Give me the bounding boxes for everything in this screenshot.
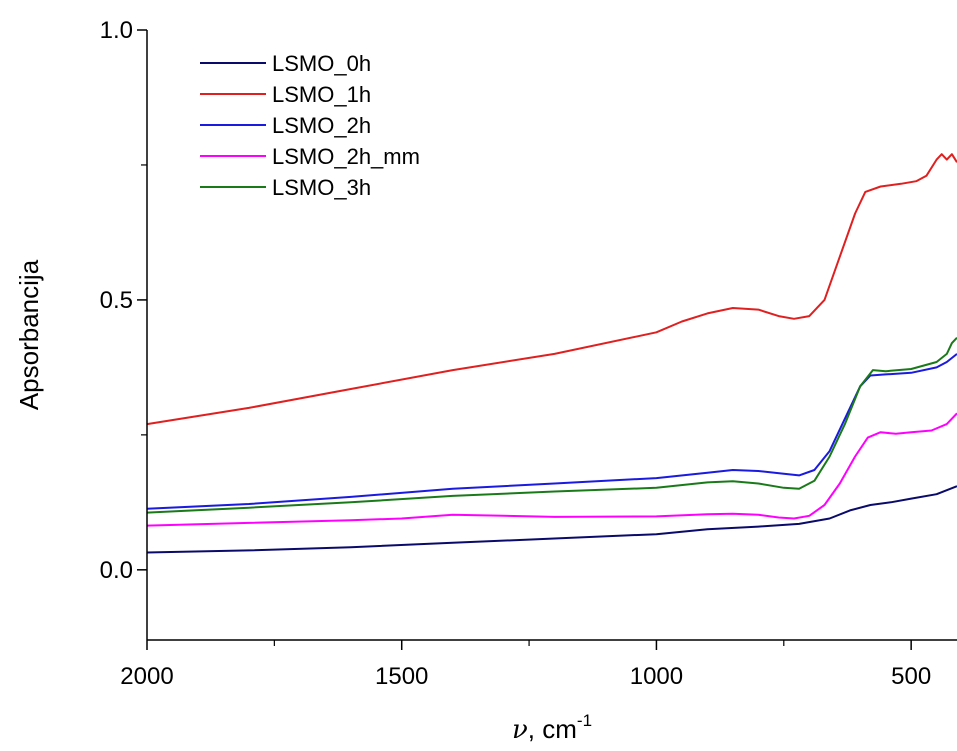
y-tick-label: 0.0 <box>100 557 133 584</box>
legend-label: LSMO_2h <box>272 113 371 138</box>
series-line-1 <box>146 153 957 426</box>
legend: LSMO_0h LSMO_1h LSMO_2h LSMO_2h_mm LSMO_3h <box>200 51 420 200</box>
axes <box>146 30 957 641</box>
x-axis-unit: cm <box>542 714 577 744</box>
tick-labels: 2000 1500 1000 500 0.0 0.5 1.0 <box>100 17 932 690</box>
legend-label: LSMO_1h <box>272 82 371 107</box>
x-axis-title: ν, cm-1 <box>512 711 592 745</box>
x-tick-label: 500 <box>891 663 931 690</box>
legend-label: LSMO_2h_mm <box>272 144 420 169</box>
ticks <box>137 29 912 650</box>
series-line-0 <box>146 485 957 554</box>
y-axis-title: Apsorbancija <box>14 259 44 410</box>
x-axis-unit-exponent: -1 <box>577 711 592 730</box>
x-tick-label: 1000 <box>630 663 683 690</box>
legend-label: LSMO_3h <box>272 175 371 200</box>
legend-label: LSMO_0h <box>272 51 371 76</box>
series-line-2 <box>146 353 957 510</box>
series-line-3 <box>146 412 957 527</box>
x-tick-label: 2000 <box>120 663 173 690</box>
y-tick-label: 1.0 <box>100 17 133 44</box>
plot-lines <box>146 153 957 554</box>
y-tick-label: 0.5 <box>100 287 133 314</box>
x-tick-label: 1500 <box>375 663 428 690</box>
series-line-4 <box>146 337 957 514</box>
x-axis-symbol: ν <box>512 715 528 745</box>
